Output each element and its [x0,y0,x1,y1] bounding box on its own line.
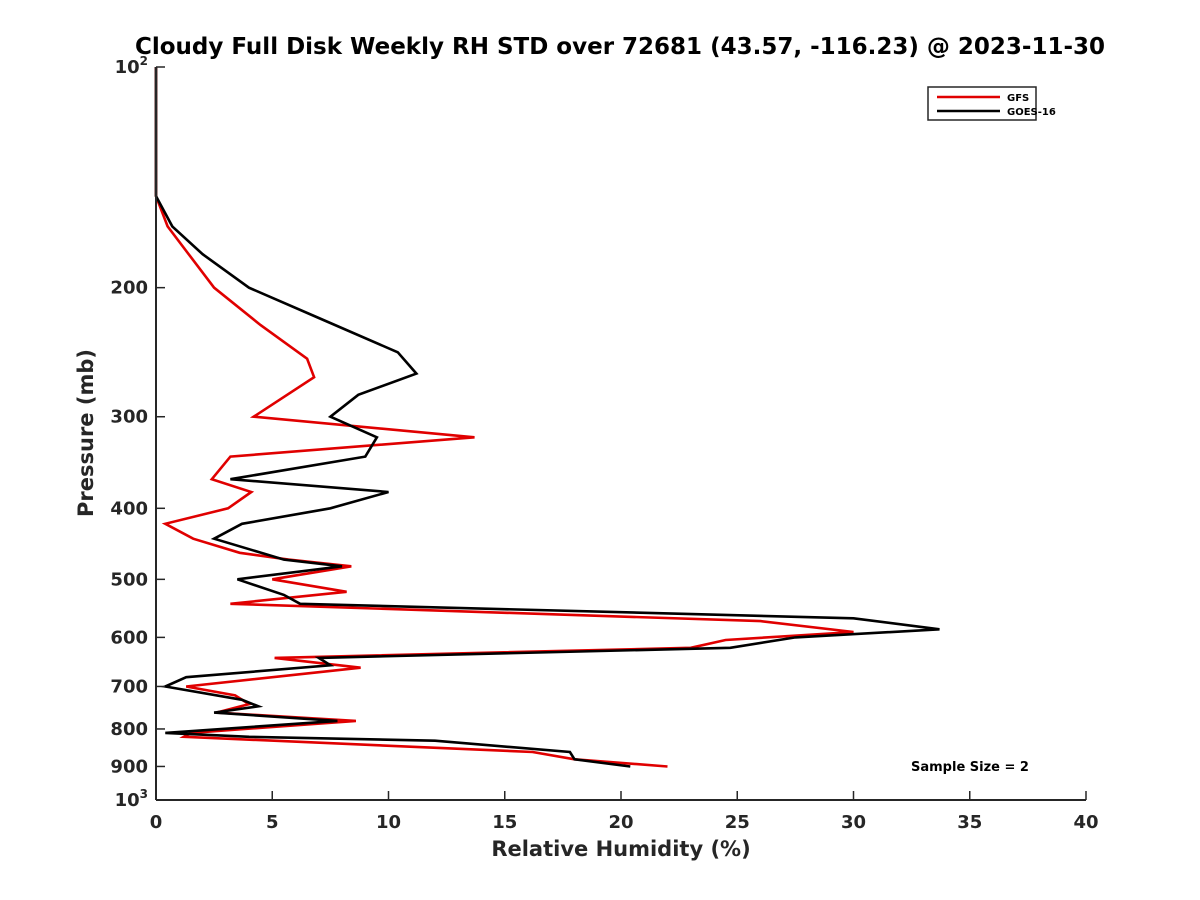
y-tick-label: 500 [110,569,148,590]
x-tick-label: 20 [608,812,633,833]
chart-title: Cloudy Full Disk Weekly RH STD over 7268… [135,34,1105,60]
x-tick-label: 25 [725,812,750,833]
x-tick-label: 10 [376,812,401,833]
y-tick-label: 200 [110,278,148,299]
legend-label: GOES-16 [1007,107,1056,118]
y-ticks: 102 200 300 400 500 600 700 800 900 103 [110,54,165,811]
x-tick-label: 30 [841,812,866,833]
y-tick-label: 900 [110,756,148,777]
x-tick-label: 0 [150,812,163,833]
y-tick-label: 300 [110,407,148,428]
legend-box [927,86,1037,121]
x-tick-label: 35 [957,812,982,833]
y-axis-label: Pressure (mb) [74,349,98,517]
y-tick-label: 102 [115,54,148,78]
legend: GFS GOES-16 [927,86,1056,121]
x-ticks: 0 5 10 15 20 25 30 35 40 [150,791,1099,833]
series-layer [154,67,940,768]
x-axis-label: Relative Humidity (%) [491,837,750,861]
y-tick-label: 700 [110,676,148,697]
legend-label: GFS [1007,93,1029,104]
x-tick-label: 15 [492,812,517,833]
series-line-gfs [154,67,854,768]
x-tick-label: 5 [266,812,279,833]
series-line-goes-16 [154,67,940,768]
y-tick-label: 600 [110,627,148,648]
x-tick-label: 40 [1073,812,1098,833]
y-tick-label: 800 [110,719,148,740]
y-tick-label: 103 [115,787,148,811]
y-tick-label: 400 [110,498,148,519]
sample-size-annotation: Sample Size = 2 [911,760,1029,775]
